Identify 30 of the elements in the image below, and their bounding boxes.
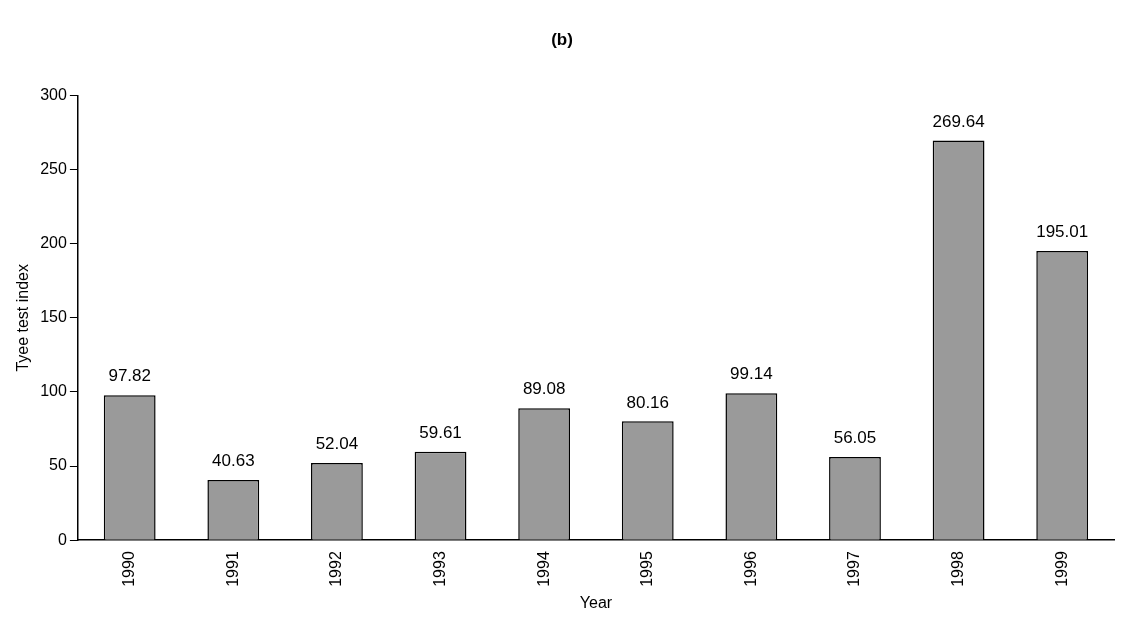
y-tick-label: 200 [40, 234, 67, 252]
data-label: 80.16 [626, 392, 670, 412]
y-axis-title: Tyee test index [14, 263, 32, 372]
y-tick-label: 0 [57, 530, 67, 548]
x-axis-title: Year [579, 593, 613, 611]
data-label: 89.08 [522, 379, 566, 399]
x-tick-label: 1994 [534, 551, 552, 587]
y-tick-label: 100 [40, 382, 67, 400]
data-label: 40.63 [212, 451, 255, 471]
data-label: 269.64 [932, 111, 985, 131]
x-tick-label: 1990 [120, 551, 138, 587]
x-tick-label: 1995 [638, 551, 656, 587]
y-tick-label: 250 [40, 159, 67, 177]
x-tick-label: 1998 [948, 551, 966, 587]
x-tick-label: 1996 [741, 551, 759, 587]
chart-title: (b) [551, 29, 573, 49]
y-tick-label: 150 [40, 308, 67, 326]
x-tick-label: 1999 [1052, 551, 1070, 587]
data-label: 56.05 [833, 428, 877, 448]
data-label: 52.04 [315, 434, 359, 454]
x-tick-label: 1991 [223, 551, 241, 587]
x-tick-label: 1992 [327, 551, 345, 587]
data-label: 99.14 [730, 364, 773, 384]
y-tick-label: 300 [40, 85, 67, 103]
data-label: 195.01 [1036, 222, 1089, 242]
data-label: 59.61 [419, 423, 462, 443]
x-tick-label: 1993 [430, 551, 448, 587]
data-label: 97.82 [108, 366, 151, 386]
x-tick-label: 1997 [845, 551, 863, 587]
y-tick-label: 50 [49, 456, 67, 474]
